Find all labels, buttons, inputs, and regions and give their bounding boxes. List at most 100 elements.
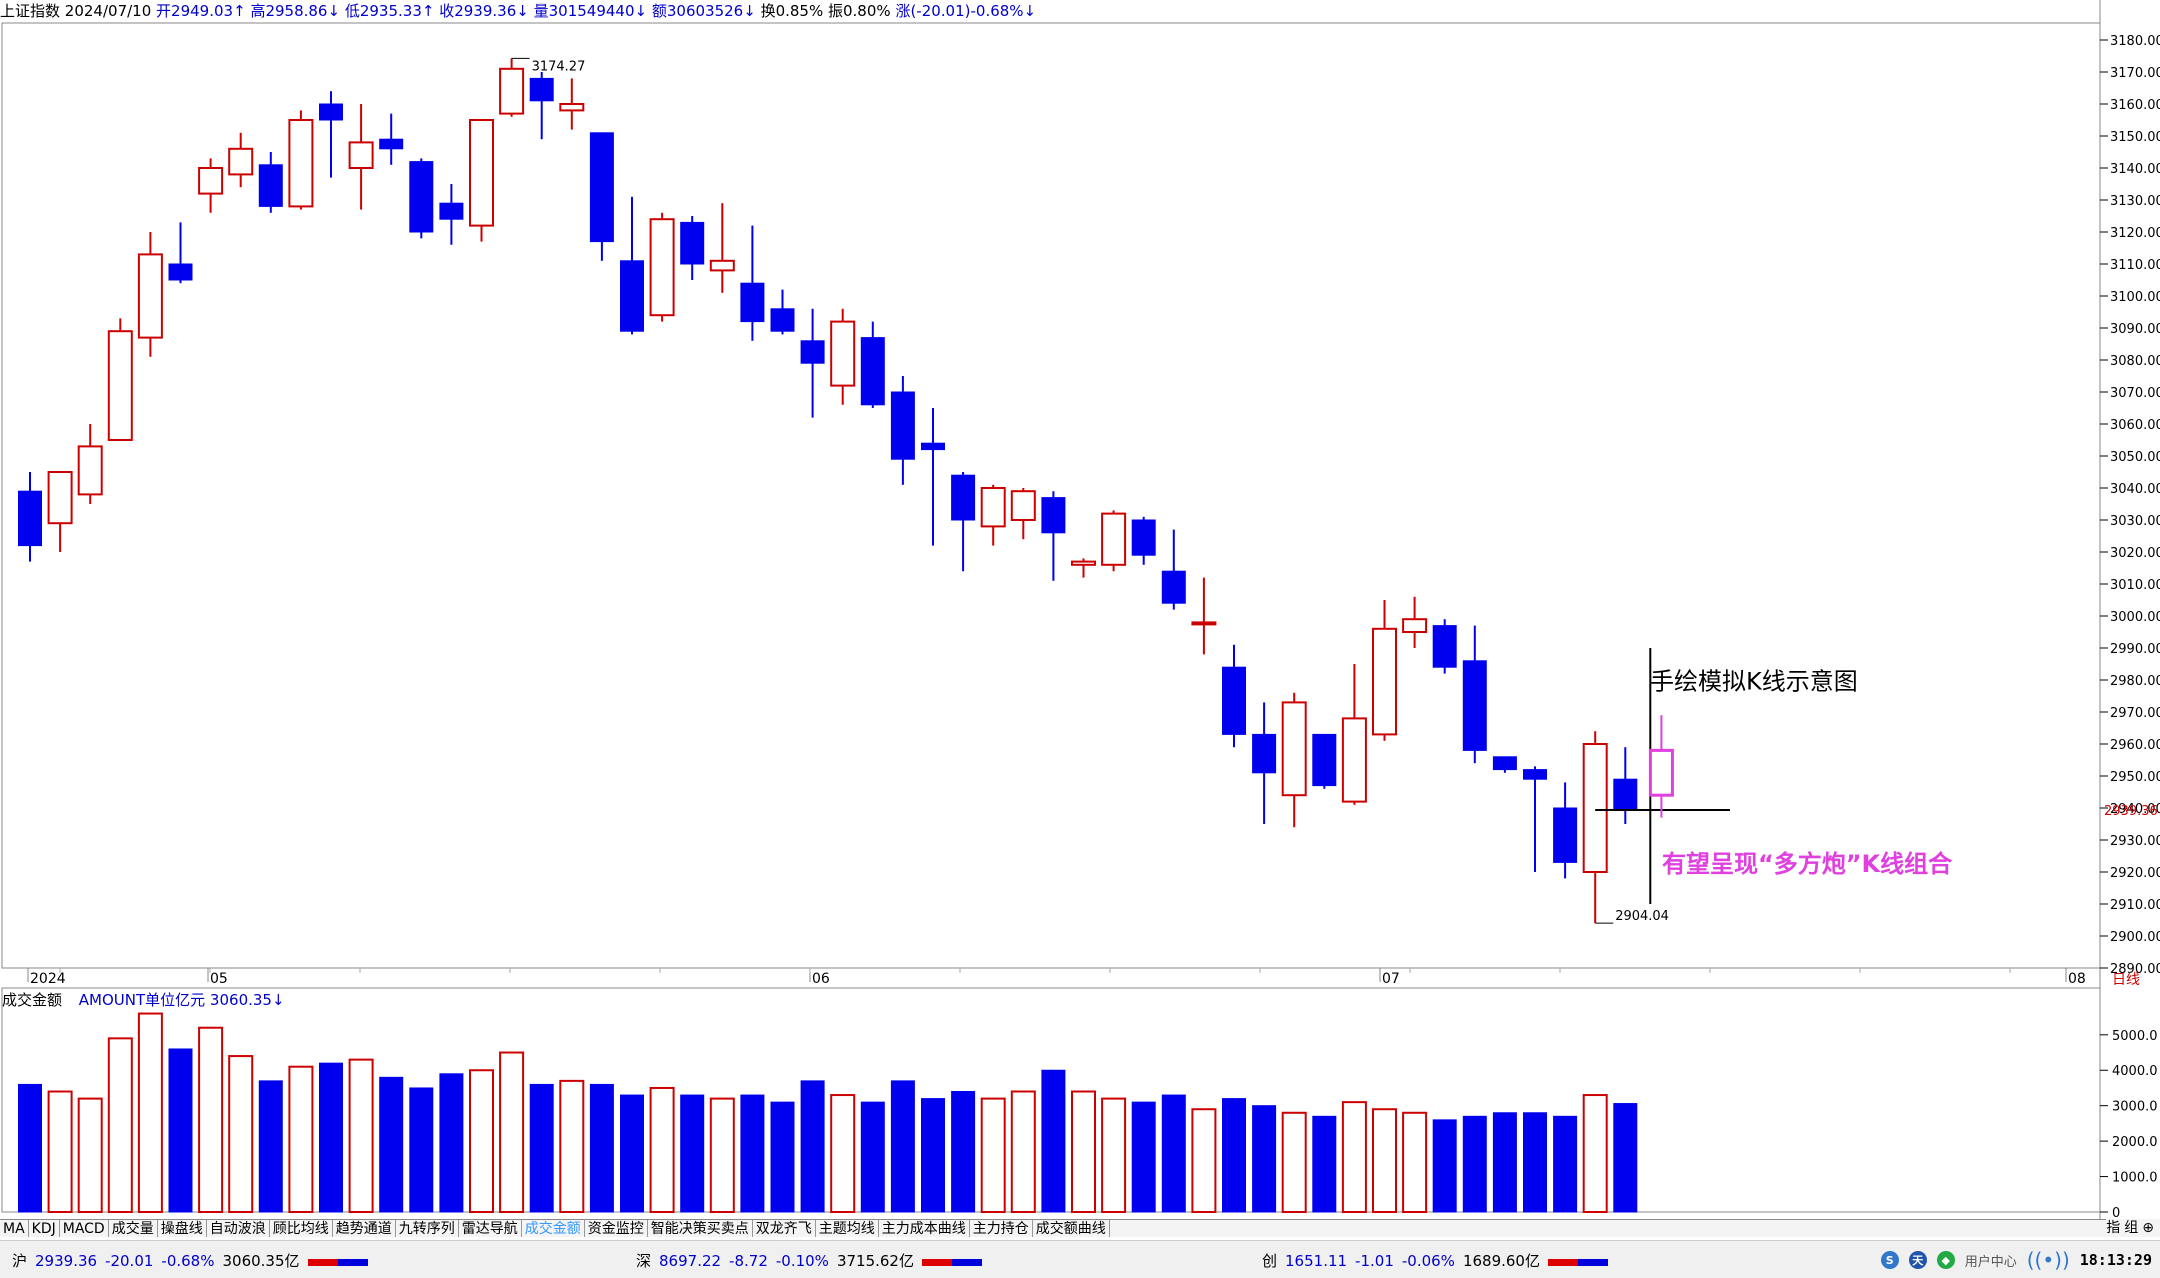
sz-market-summary[interactable]: 深 8697.22 -8.72 -0.10% 3715.62亿 [636,1250,982,1271]
candle [499,58,525,117]
candle [1191,577,1217,655]
pattern-note-text: 有望呈现“多方炮”K线组合 [1662,850,1953,878]
tab-trend-channel[interactable]: 趋势通道 [333,1220,396,1237]
candle-body-up [830,320,856,387]
tab-amount[interactable]: 成交金额 [522,1220,585,1237]
price-tick-label: 3110.00 [2110,258,2160,273]
candle-body-down [529,77,554,102]
amount-bar-up [1402,1111,1428,1214]
candle-body-up [1101,512,1127,566]
tian-icon[interactable]: 天 [1908,1251,1927,1269]
amount-bar-up [499,1051,525,1214]
high-value-label: 3174.27 [532,59,586,74]
indicator-button[interactable]: 指 [2106,1220,2121,1236]
price-tick-label: 2930.00 [2110,834,2160,849]
amount-bar-down [409,1087,434,1213]
candle-body-up [137,253,163,339]
amount-bar-up [348,1058,374,1213]
tab-smart-signals[interactable]: 智能决策买卖点 [648,1220,753,1237]
amount-bar-down [860,1101,885,1213]
amount-bar-up [288,1065,314,1214]
amount-tick-label: 1000.0 [2112,1171,2158,1186]
candle-body-down [1131,519,1156,556]
sz-change: -8.72 [729,1251,768,1270]
tab-macd[interactable]: MACD [60,1220,109,1237]
candle [951,472,976,572]
price-tick-label: 2950.00 [2110,770,2160,785]
candle-body-down [890,391,915,460]
candle [559,78,585,130]
tab-td-sequence[interactable]: 九转序列 [396,1220,459,1237]
amount-bar-up [1191,1108,1217,1213]
tab-ma[interactable]: MA [0,1220,29,1237]
candle-body-up [47,471,73,525]
amount-bar-up [1341,1101,1367,1214]
tab-radar[interactable]: 雷达导航 [459,1220,522,1237]
amount-panel-subtitle: AMOUNT单位亿元 3060.35↓ [78,991,285,1009]
group-button[interactable]: 组 [2124,1220,2139,1236]
amount-bar-up [77,1097,103,1213]
candle-body-down [800,340,825,364]
amount-tick-label: 0 [2112,1206,2120,1219]
diamond-icon[interactable]: ◆ [1936,1251,1955,1269]
candle [740,225,765,341]
amount-bar-down [379,1076,404,1213]
amplitude-value: 振0.80% [828,2,891,20]
candle [469,119,494,242]
amount-bar-up [559,1079,585,1213]
cy-updown-bar [1547,1252,1608,1270]
candle [830,308,856,405]
price-tick-label: 3170.00 [2110,66,2160,81]
tab-auto-wave[interactable]: 自动波浪 [207,1220,270,1237]
tab-caopan[interactable]: 操盘线 [158,1220,207,1237]
tabs-right-controls: 指 组 ⊕ [2106,1219,2160,1237]
candle [1041,491,1066,581]
user-center-link[interactable]: 用户中心 [1964,1254,2017,1270]
price-tick-label: 3000.00 [2110,610,2160,625]
candle [1010,488,1036,540]
tab-main-cost[interactable]: 主力成本曲线 [879,1220,970,1237]
candle [439,184,464,245]
tab-kdj[interactable]: KDJ [29,1220,60,1237]
candle [18,472,42,562]
period-label: 日线 [2112,972,2140,988]
amount-bar-down [1252,1105,1277,1213]
price-tick-label: 3020.00 [2110,546,2160,561]
sketch-title-text: 手绘模拟K线示意图 [1650,668,1858,696]
cy-amount: 1689.60亿 [1462,1252,1540,1270]
candle-body-down [589,132,614,243]
price-tick-label: 3090.00 [2110,322,2160,337]
candle [529,72,554,140]
candle [1402,596,1428,648]
s-icon[interactable]: S [1880,1251,1899,1269]
price-panel-frame [1,22,2101,969]
candle [198,158,224,213]
candle [589,132,614,261]
sh-market-summary[interactable]: 沪 2939.36 -20.01 -0.68% 3060.35亿 [12,1250,368,1271]
add-icon[interactable]: ⊕ [2142,1220,2154,1236]
amount-bar-up [709,1097,735,1213]
tab-guppy[interactable]: 顾比均线 [270,1220,333,1237]
candle [1432,619,1457,674]
price-tick-label: 2990.00 [2110,642,2160,657]
tab-twin-dragons[interactable]: 双龙齐飞 [753,1220,816,1237]
amount-bar-up [1071,1090,1096,1214]
candle [1071,558,1096,578]
current-price-label: 2939.36 [2104,804,2158,819]
candle-body-up [1071,560,1096,566]
kline-chart[interactable]: 2890.00 2900.00 2910.00 2920.00 2930.00 2940.… [0,0,2160,1219]
candle [620,196,644,335]
price-tick-label: 3060.00 [2110,418,2160,433]
tab-amount-curve[interactable]: 成交额曲线 [1033,1220,1110,1237]
tab-main-holding[interactable]: 主力持仓 [970,1220,1033,1237]
sh-amount: 3060.35亿 [222,1252,300,1270]
tab-fund-monitor[interactable]: 资金监控 [585,1220,648,1237]
cy-market-summary[interactable]: 创 1651.11 -1.01 -0.06% 1689.60亿 [1262,1250,1608,1271]
candle [800,308,825,418]
amount-bar-down [439,1073,464,1213]
amount-bar-down [921,1098,945,1213]
candle-body-down [860,337,885,406]
tab-theme-ma[interactable]: 主题均线 [816,1220,879,1237]
tab-volume[interactable]: 成交量 [109,1220,158,1237]
